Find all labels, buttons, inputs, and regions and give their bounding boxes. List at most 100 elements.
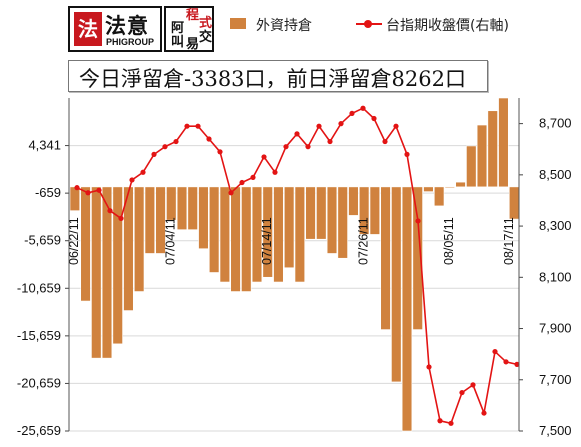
price-point — [261, 154, 267, 160]
price-point — [228, 190, 234, 196]
price-point — [481, 410, 487, 416]
left-tick-label: -15,659 — [17, 328, 61, 343]
date-label: 07/04/11 — [163, 217, 177, 265]
price-point — [74, 185, 80, 191]
bar — [391, 186, 402, 383]
logo-char-5: 叫 — [171, 35, 185, 50]
bar — [262, 186, 273, 278]
bar — [337, 186, 348, 259]
bar — [251, 186, 263, 283]
legend-line-marker — [364, 20, 372, 28]
logo-char-1: 程 — [186, 8, 200, 23]
bar — [305, 186, 316, 240]
bar — [155, 186, 166, 254]
chart-title: 今日淨留倉-3383口，前日淨留倉8262口 — [79, 67, 466, 91]
price-point — [437, 418, 443, 424]
bar — [133, 186, 145, 292]
price-point — [184, 123, 190, 129]
bar — [283, 186, 295, 269]
price-point — [85, 190, 91, 196]
bar — [69, 186, 81, 211]
date-label: 08/17/11 — [502, 217, 516, 265]
logo-brand-english: PHIGROUP — [106, 37, 155, 47]
right-axis-ticks: 8,700 8,500 8,300 8,100 7,900 7,700 7,500 — [539, 116, 572, 438]
legend-bar-swatch — [230, 18, 246, 29]
right-tick-label: 8,500 — [539, 167, 572, 182]
price-point — [415, 218, 421, 224]
bar — [487, 110, 498, 188]
bar — [444, 186, 456, 189]
bar — [466, 145, 477, 188]
date-label: 08/05/11 — [442, 217, 456, 265]
price-point — [404, 151, 410, 157]
price-point — [470, 382, 476, 388]
bar — [476, 124, 488, 188]
bar-series — [69, 97, 520, 432]
bar — [380, 186, 391, 330]
bar — [455, 181, 466, 188]
price-point — [129, 177, 135, 183]
price-point — [272, 169, 278, 175]
bar — [369, 186, 381, 235]
price-point — [514, 361, 520, 367]
bar — [273, 186, 284, 283]
price-point — [327, 138, 333, 145]
bar — [348, 186, 359, 216]
line-series — [74, 105, 520, 426]
bar — [358, 186, 370, 235]
bar — [208, 186, 220, 273]
bar — [198, 186, 209, 250]
right-tick-label: 8,300 — [539, 218, 572, 233]
date-label: 07/26/11 — [356, 217, 370, 265]
right-tick-label: 7,900 — [539, 321, 572, 336]
price-point — [217, 149, 223, 155]
price-point — [360, 105, 366, 111]
price-point — [338, 121, 344, 127]
logo-main-box: 法 法意 PHIGROUP — [68, 6, 162, 52]
price-point — [206, 136, 212, 142]
left-tick-label: -10,659 — [17, 280, 61, 295]
left-tick-label: 4,341 — [28, 138, 61, 153]
bar — [508, 186, 520, 220]
price-point — [393, 123, 399, 129]
bar — [166, 186, 177, 221]
bar — [144, 186, 156, 254]
left-axis-ticks: 4,341 -659 -5,659 -10,659 -15,659 -20,659 -25,… — [17, 138, 61, 438]
price-point — [96, 187, 102, 193]
price-point — [492, 348, 498, 355]
axes — [65, 98, 523, 432]
price-point — [283, 144, 289, 150]
bar — [230, 186, 241, 292]
logo-char-3: 阿 — [171, 21, 185, 36]
bar — [401, 186, 413, 432]
bar — [326, 186, 338, 254]
date-label: 07/14/11 — [260, 217, 274, 265]
bar — [498, 97, 509, 188]
legend-line-label: 台指期收盤價(右軸) — [386, 18, 509, 34]
price-point — [173, 138, 179, 145]
left-tick-label: -659 — [35, 185, 61, 200]
price-point — [250, 174, 256, 181]
bar — [101, 186, 113, 359]
price-point — [305, 144, 311, 150]
price-point — [459, 389, 465, 396]
price-point — [503, 359, 509, 365]
bar — [123, 186, 134, 311]
bar — [176, 186, 188, 230]
price-point — [382, 138, 388, 145]
bar — [294, 186, 306, 283]
price-point — [239, 179, 245, 186]
bar — [241, 186, 252, 292]
left-tick-label: -5,659 — [24, 233, 61, 248]
phigroup-logo: 法 法意 PHIGROUP 程 式 阿 交 叫 易 — [68, 6, 214, 52]
legend-bar-label: 外資持倉 — [256, 18, 312, 34]
price-point — [195, 123, 201, 129]
price-point — [162, 144, 168, 150]
price-point — [151, 151, 157, 157]
bar — [316, 186, 327, 240]
bar — [91, 186, 102, 359]
date-label: 06/22/11 — [67, 217, 81, 265]
right-tick-label: 7,500 — [539, 423, 572, 438]
right-tick-label: 8,700 — [539, 116, 572, 131]
